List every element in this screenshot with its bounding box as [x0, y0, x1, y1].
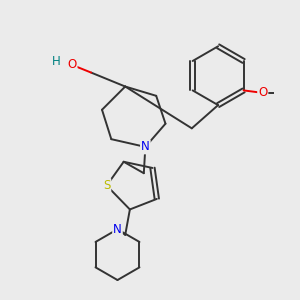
Text: S: S	[103, 179, 110, 192]
Text: H: H	[52, 55, 60, 68]
Text: O: O	[68, 58, 76, 71]
Text: N: N	[141, 140, 150, 153]
Text: O: O	[258, 86, 267, 99]
Text: N: N	[113, 223, 122, 236]
